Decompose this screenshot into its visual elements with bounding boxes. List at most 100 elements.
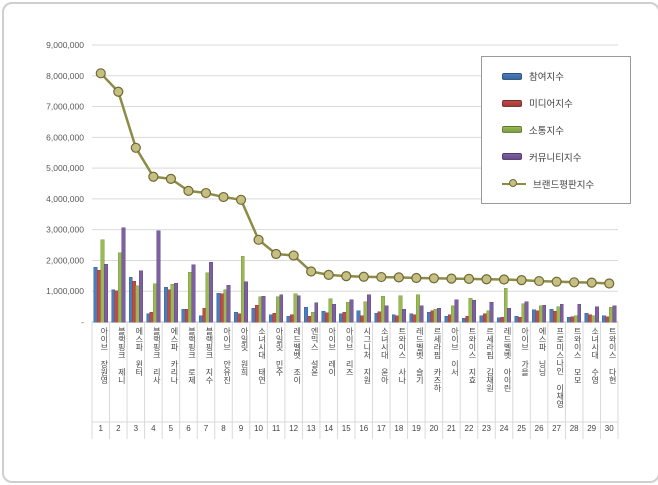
- bar-미디어지수: [184, 308, 189, 323]
- x-axis-label: 프로미스나인 이채영: [555, 327, 565, 408]
- line-marker: [358, 271, 369, 282]
- line-marker: [271, 248, 282, 260]
- line-marker: [376, 271, 387, 283]
- x-axis-rank: 17: [376, 424, 386, 433]
- bar-커뮤니티지수: [244, 281, 249, 323]
- x-axis-label: 레드벨벳 아이린: [503, 327, 513, 392]
- bar-미디어지수: [342, 312, 347, 323]
- y-axis-tick-label: 7,000,000: [46, 102, 84, 112]
- line-marker: [604, 278, 615, 289]
- bar-미디어지수: [570, 316, 575, 323]
- x-axis-label: 트와이스 모모: [573, 327, 583, 384]
- bar-미디어지수: [430, 310, 435, 323]
- media-swatch-icon: [502, 99, 522, 107]
- bar-미디어지수: [132, 280, 137, 323]
- bar-소통지수: [486, 310, 491, 323]
- bar-미디어지수: [272, 313, 277, 323]
- bar-미디어지수: [517, 317, 522, 323]
- bar-참여지수: [111, 289, 116, 323]
- bar-미디어지수: [202, 307, 207, 323]
- bar-커뮤니티지수: [103, 264, 108, 323]
- bar-참여지수: [198, 315, 203, 323]
- bar-소통지수: [223, 289, 228, 323]
- bar-미디어지수: [360, 315, 365, 323]
- x-axis-label: 트와이스 지효: [467, 327, 477, 384]
- x-axis-rank: 29: [587, 424, 597, 433]
- y-axis-tick-label: 5,000,000: [46, 163, 84, 173]
- x-axis-label: 레드벨벳 슬기: [415, 327, 425, 384]
- line-marker: [218, 191, 229, 203]
- bar-소통지수: [521, 303, 526, 323]
- bar-참여지수: [409, 313, 414, 323]
- bar-소통지수: [310, 311, 315, 323]
- bar-커뮤니티지수: [226, 284, 231, 323]
- bar-참여지수: [321, 310, 326, 323]
- bar-커뮤니티지수: [612, 305, 617, 323]
- bar-참여지수: [584, 313, 589, 323]
- legend-label: 소통지수: [529, 125, 564, 137]
- y-axis-tick-label: 3,000,000: [46, 225, 84, 235]
- line-marker: [323, 269, 334, 281]
- x-axis-label: 소녀시대 윤아: [380, 327, 390, 384]
- x-axis-label: 엔믹스 설윤: [310, 327, 320, 376]
- x-axis-label: 르세라핌 김채원: [485, 327, 495, 392]
- x-axis-rank: 23: [482, 424, 491, 433]
- x-axis-label: 르세라핌 카즈하: [432, 327, 442, 392]
- line-marker: [533, 275, 545, 287]
- bar-소통지수: [538, 305, 543, 323]
- y-axis-tick-label: 4,000,000: [46, 194, 84, 204]
- x-axis-rank: 8: [221, 424, 226, 433]
- bar-커뮤니티지수: [366, 294, 371, 323]
- bar-소통지수: [258, 296, 263, 323]
- x-axis-label: 아이브 가을: [520, 327, 530, 376]
- y-axis-tick-label: 1,000,000: [46, 286, 84, 296]
- bar-커뮤니티지수: [349, 299, 354, 323]
- bar-참여지수: [216, 292, 221, 323]
- bar-참여지수: [391, 314, 396, 323]
- x-axis-label: 아이브 안유진: [222, 327, 232, 384]
- bar-커뮤니티지수: [121, 227, 126, 323]
- line-marker: [498, 274, 510, 285]
- bar-커뮤니티지수: [542, 304, 547, 323]
- line-marker: [288, 250, 299, 261]
- bar-커뮤니티지수: [191, 264, 196, 323]
- x-axis-rank: 10: [254, 424, 264, 433]
- bar-참여지수: [602, 315, 607, 323]
- bar-소통지수: [345, 302, 350, 323]
- bar-커뮤니티지수: [156, 230, 161, 323]
- communication-swatch-icon: [502, 126, 522, 134]
- bar-소통지수: [153, 283, 158, 323]
- y-axis-tick-label: 9,000,000: [46, 40, 84, 50]
- line-marker: [200, 187, 212, 199]
- x-axis-label: 블랙핑크 리사: [152, 327, 162, 384]
- bar-커뮤니티지수: [437, 308, 441, 323]
- bar-소통지수: [100, 239, 105, 323]
- x-axis-label: 아이브 레이: [327, 327, 337, 376]
- line-marker: [516, 275, 527, 286]
- bar-미디어지수: [289, 314, 294, 323]
- x-axis-rank: 18: [394, 424, 404, 433]
- bar-미디어지수: [149, 311, 154, 323]
- x-axis-rank: 6: [186, 424, 191, 433]
- x-axis-label: 블랙핑크 로제: [187, 327, 197, 384]
- bar-미디어지수: [237, 313, 242, 323]
- bar-미디어지수: [97, 270, 102, 323]
- bar-소통지수: [135, 285, 140, 323]
- bar-소통지수: [275, 296, 280, 323]
- legend-label: 커뮤니티지수: [529, 152, 582, 164]
- x-axis-label: 에스파 윈터: [134, 327, 144, 376]
- x-axis-label: 아일릿 민주: [275, 327, 285, 376]
- x-axis-label: 레드벨벳 조이: [292, 327, 302, 384]
- x-axis-rank: 21: [446, 424, 456, 433]
- x-axis-rank: 20: [429, 424, 439, 433]
- bar-소통지수: [118, 252, 122, 323]
- bar-미디어지수: [412, 314, 417, 323]
- legend-item-community: 커뮤니티지수: [482, 150, 630, 164]
- bar-소통지수: [170, 284, 175, 323]
- bar-소통지수: [188, 271, 193, 323]
- y-axis-tick-label: 2,000,000: [46, 255, 84, 265]
- line-marker: [428, 273, 439, 284]
- bar-미디어지수: [535, 310, 540, 323]
- bar-참여지수: [514, 316, 519, 323]
